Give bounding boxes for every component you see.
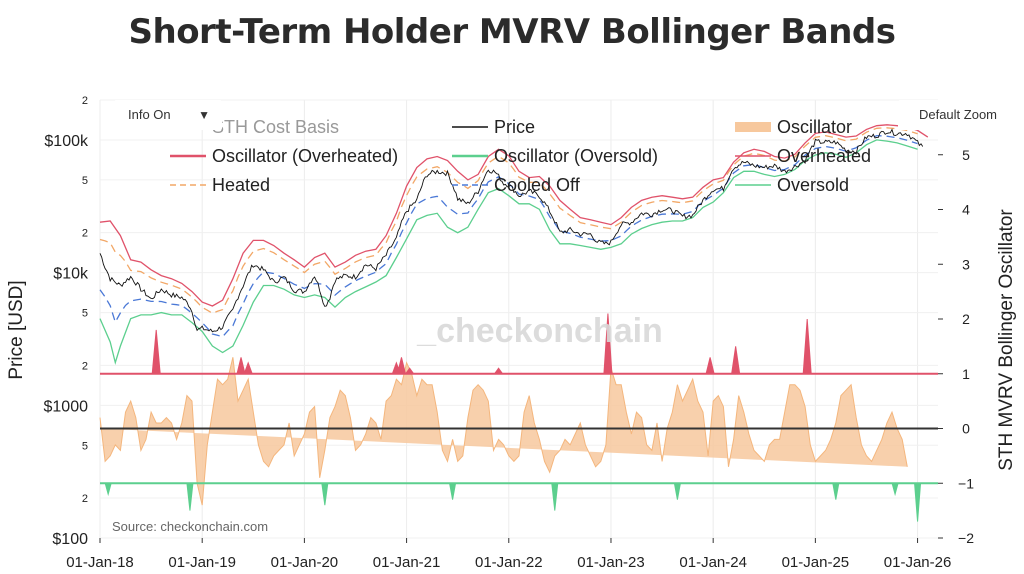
right-tick-label: 0: [962, 421, 970, 437]
legend-item-cooled: Cooled Off: [452, 175, 581, 195]
left-tick-label: 2: [82, 95, 88, 107]
x-tick-label: 01-Jan-18: [66, 554, 134, 571]
right-tick-label: 3: [962, 256, 970, 272]
oversold-band-line: [99, 139, 918, 366]
left-tick-label: $10k: [53, 266, 89, 283]
left-tick-label: $100: [52, 531, 88, 548]
oscillator-line: [99, 357, 908, 506]
default-zoom-button[interactable]: Default Zoom: [898, 100, 1018, 130]
legend: STH Cost Basis Price Oscillator Oscillator …: [170, 117, 871, 195]
legend-item-oscillator: Oscillator: [735, 117, 852, 137]
left-tick-label: $100k: [44, 133, 89, 150]
right-tick-label: 5: [962, 147, 970, 163]
info-toggle-dropdown[interactable]: Info On ▼: [114, 100, 222, 130]
right-axis: −2 −1 0 1 2 3 4 5 STH MVRV Bollinger Oscillator: [938, 147, 1017, 546]
legend-item-osc_overheated: Oscillator (Overheated): [170, 146, 398, 166]
gridlines: [99, 99, 938, 539]
oversold-spike: [104, 482, 112, 497]
left-axis: $100 2 5 $1000 2 5 $10k 2 5 $100k 2 Price [USD]: [6, 95, 89, 548]
right-axis-title: STH MVRV Bollinger Oscillator: [996, 209, 1017, 471]
legend-item-oversold: Oversold: [735, 175, 849, 195]
left-tick-label: 5: [82, 440, 88, 452]
overheated-spike: [404, 367, 415, 375]
right-tick-label: −1: [958, 475, 974, 491]
legend-label: Price: [494, 117, 535, 137]
left-tick-label: $1000: [44, 398, 89, 415]
x-tick-label: 01-Jan-25: [782, 554, 850, 571]
oversold-spike: [832, 482, 840, 500]
watermark-group: _checkonchain Source: checkonchain.com: [112, 312, 663, 534]
oversold-spike: [551, 482, 559, 511]
chart-title: Short-Term Holder MVRV Bollinger Bands: [128, 12, 896, 52]
watermark: _checkonchain: [416, 312, 663, 350]
oscillator-panel: [99, 313, 938, 522]
overheated-spike: [493, 367, 504, 375]
oscillator-area: [100, 357, 908, 506]
left-tick-label: 2: [82, 228, 88, 240]
right-tick-label: 1: [962, 366, 970, 382]
overheated-spike: [396, 357, 407, 375]
legend-label: Oscillator (Oversold): [494, 146, 658, 166]
legend-item-overheated: Overheated: [735, 146, 871, 166]
left-axis-title: Price [USD]: [6, 280, 27, 379]
oversold-spike: [891, 482, 899, 497]
x-tick-label: 01-Jan-22: [475, 554, 543, 571]
bollinger-bands: [99, 124, 929, 366]
overheated-spike: [151, 329, 161, 375]
legend-swatch: [735, 122, 771, 132]
legend-label: Oversold: [777, 175, 849, 195]
price-line: [99, 128, 924, 333]
oversold-spike: [914, 482, 922, 522]
x-tick-label: 01-Jan-20: [271, 554, 339, 571]
overheated-spike: [236, 357, 246, 375]
overheated-spike: [603, 313, 613, 375]
x-tick-label: 01-Jan-19: [168, 554, 236, 571]
legend-label: Overheated: [777, 146, 871, 166]
legend-label: Oscillator (Overheated): [212, 146, 398, 166]
oversold-spike: [186, 482, 194, 511]
left-tick-label: 5: [82, 175, 88, 187]
overheated-spike: [731, 346, 741, 375]
legend-item-price: Price: [452, 117, 535, 137]
overheated-spike: [705, 357, 715, 375]
overheated-spike: [243, 361, 253, 375]
right-tick-label: 2: [962, 311, 970, 327]
left-tick-label: 2: [82, 493, 88, 505]
oversold-spike: [321, 482, 329, 506]
cooled-off-band-line: [99, 135, 918, 338]
oversold-spike: [448, 482, 457, 500]
legend-label: Heated: [212, 175, 270, 195]
legend-label: Cooled Off: [494, 175, 581, 195]
left-tick-label: 5: [82, 308, 88, 320]
legend-label: STH Cost Basis: [212, 117, 339, 137]
legend-item-osc_oversold: Oscillator (Oversold): [452, 146, 658, 166]
source-note: Source: checkonchain.com: [112, 519, 268, 534]
right-tick-label: −2: [958, 530, 974, 546]
x-tick-label: 01-Jan-24: [679, 554, 747, 571]
chevron-down-icon: ▼: [198, 108, 210, 122]
x-tick-label: 01-Jan-21: [373, 554, 441, 571]
legend-item-heated: Heated: [170, 175, 270, 195]
left-tick-label: 2: [82, 360, 88, 372]
legend-label: Oscillator: [777, 117, 852, 137]
x-tick-label: 01-Jan-23: [577, 554, 645, 571]
x-tick-label: 01-Jan-26: [884, 554, 952, 571]
right-tick-label: 4: [962, 202, 970, 218]
oversold-spike: [673, 482, 682, 500]
x-axis: 01-Jan-18 01-Jan-19 01-Jan-20 01-Jan-21 01-J…: [66, 538, 951, 571]
info-toggle-label: Info On: [128, 107, 171, 122]
overheated-band-line: [99, 124, 929, 307]
overheated-spike: [802, 318, 812, 375]
